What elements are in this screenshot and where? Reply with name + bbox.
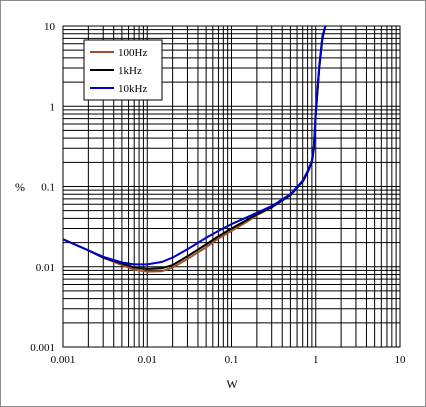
y-axis-label: % bbox=[15, 180, 25, 194]
y-tick-label: 0.001 bbox=[30, 342, 55, 354]
tick-labels: 0.001 0.01 0.1 1 10 0.001 0.01 0.1 1 10 bbox=[30, 21, 406, 366]
y-tick-label: 1 bbox=[50, 101, 56, 113]
x-tick-label: 0.001 bbox=[51, 354, 76, 366]
legend-label: 1kHz bbox=[118, 65, 142, 77]
x-tick-label: 10 bbox=[395, 354, 407, 366]
x-tick-label: 1 bbox=[313, 354, 319, 366]
legend: 100Hz 1kHz 10kHz bbox=[83, 39, 163, 101]
x-tick-label: 0.01 bbox=[138, 354, 157, 366]
legend-label: 100Hz bbox=[118, 47, 147, 59]
x-tick-label: 0.1 bbox=[225, 354, 239, 366]
series-layer bbox=[62, 25, 327, 273]
y-tick-label: 0.1 bbox=[41, 182, 55, 194]
y-tick-label: 0.01 bbox=[36, 262, 55, 274]
series-line-10khz bbox=[62, 25, 327, 266]
y-tick-label: 10 bbox=[44, 21, 56, 33]
x-axis-label: W bbox=[226, 377, 238, 391]
legend-label: 10kHz bbox=[118, 83, 147, 95]
